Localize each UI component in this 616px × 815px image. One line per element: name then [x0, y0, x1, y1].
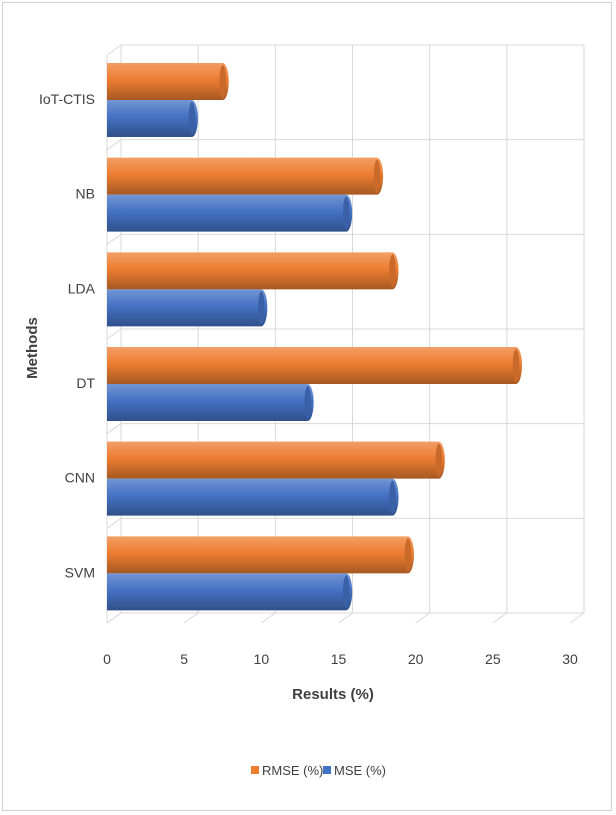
- gridline-horizontal: [106, 423, 584, 435]
- x-tick-label: 5: [180, 651, 188, 667]
- category-labels: IoT-CTIS NB LDA DT CNN SVM: [39, 91, 96, 580]
- legend-label: RMSE (%): [262, 763, 323, 778]
- category-label: CNN: [65, 470, 95, 486]
- y-axis-title: Methods: [24, 317, 41, 379]
- bar-rmse-iot-ctis: [107, 63, 229, 100]
- bar-mse-nb: [107, 194, 353, 232]
- x-tick-label: 15: [331, 651, 347, 667]
- gridline-floor: [261, 612, 276, 624]
- gridline-floor: [492, 612, 508, 624]
- category-label: LDA: [68, 280, 96, 296]
- bar-rmse-dt: [107, 347, 522, 384]
- legend-swatch: [251, 766, 259, 774]
- gridline-horizontal: [106, 233, 584, 245]
- gridline-floor: [183, 612, 199, 624]
- legend-label: MSE (%): [334, 763, 386, 778]
- category-label: NB: [76, 186, 95, 202]
- x-tick-label: 25: [485, 651, 501, 667]
- gridline-floor: [338, 612, 353, 624]
- gridlines: [106, 44, 585, 624]
- bar-mse-lda: [107, 289, 268, 327]
- bar-rmse-lda: [107, 252, 399, 290]
- gridline-horizontal: [106, 517, 584, 529]
- bar-mse-svm: [107, 573, 353, 611]
- category-label: SVM: [65, 564, 95, 580]
- bar-mse-iot-ctis: [107, 100, 198, 137]
- gridline-floor: [415, 612, 430, 624]
- bar-rmse-cnn: [107, 441, 445, 479]
- x-tick-labels: 0 5 10 15 20 25 30: [103, 651, 578, 667]
- bar-rmse-nb: [107, 157, 384, 195]
- x-tick-label: 0: [103, 651, 111, 667]
- x-tick-label: 30: [562, 651, 578, 667]
- legend: RMSE (%) MSE (%): [251, 763, 386, 778]
- category-label: DT: [76, 375, 95, 391]
- gridline-floor: [569, 612, 585, 624]
- bar-rmse-svm: [107, 536, 414, 574]
- gridline-horizontal: [106, 44, 584, 56]
- x-tick-label: 20: [408, 651, 424, 667]
- x-axis-title: Results (%): [292, 686, 374, 703]
- bar-chart: IoT-CTIS NB LDA DT CNN SVM 0 5 10 15 20 25 30 Resul…: [24, 44, 585, 778]
- gridline-horizontal: [106, 328, 584, 340]
- gridline-horizontal: [106, 139, 584, 151]
- bar-mse-cnn: [107, 478, 399, 516]
- bar-mse-dt: [107, 384, 314, 421]
- legend-swatch: [323, 766, 331, 774]
- bars-layer: [107, 63, 522, 611]
- category-label: IoT-CTIS: [39, 91, 95, 107]
- x-tick-label: 10: [254, 651, 270, 667]
- gridline-horizontal: [106, 612, 584, 624]
